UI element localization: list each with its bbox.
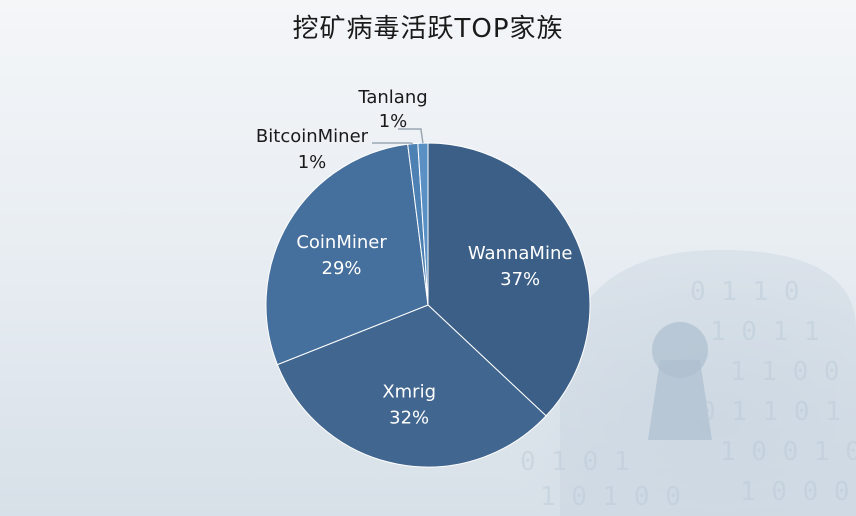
slice-value-bitcoinminer: 1%	[298, 152, 327, 173]
pie-slice-xmrig	[276, 304, 547, 468]
svg-text:1 0 0 1 0: 1 0 0 1 0	[720, 437, 856, 467]
pie-slice-tanlang	[417, 142, 429, 306]
slice-label-tanlang: Tanlang	[357, 87, 427, 108]
pie-slices	[265, 142, 591, 468]
svg-text:0 1 0 1: 0 1 0 1	[520, 447, 630, 477]
svg-text:1 0 1 0 0: 1 0 1 0 0	[540, 482, 681, 512]
leader-line-bitcoinminer	[372, 142, 414, 145]
svg-text:1 0 0 0 1: 1 0 0 0 1	[740, 477, 856, 507]
slice-label-coinminer: CoinMiner	[296, 232, 387, 253]
chart-title: 挖矿病毒活跃TOP家族	[292, 14, 564, 44]
slice-label-bitcoinminer: BitcoinMiner	[256, 126, 369, 147]
slice-label-wannamine: WannaMine	[468, 243, 573, 264]
pie-slice-wannamine	[427, 142, 591, 417]
svg-text:1 1 0 0: 1 1 0 0	[730, 357, 840, 387]
pie-labels: WannaMine 37% Xmrig 32% CoinMiner 29% BitcoinM…	[256, 87, 573, 429]
slice-value-xmrig: 32%	[389, 408, 429, 429]
svg-text:0 1 1 0: 0 1 1 0	[690, 277, 800, 307]
svg-text:0 1 1 0 1: 0 1 1 0 1	[700, 397, 841, 427]
slice-value-tanlang: 1%	[379, 111, 408, 132]
pie-slice-coinminer	[265, 143, 429, 366]
leader-line-tanlang	[398, 128, 424, 144]
slice-value-coinminer: 29%	[322, 258, 362, 279]
slice-label-xmrig: Xmrig	[382, 382, 436, 403]
slice-value-wannamine: 37%	[500, 269, 540, 290]
svg-text:1 0 1 1: 1 0 1 1	[710, 317, 820, 347]
